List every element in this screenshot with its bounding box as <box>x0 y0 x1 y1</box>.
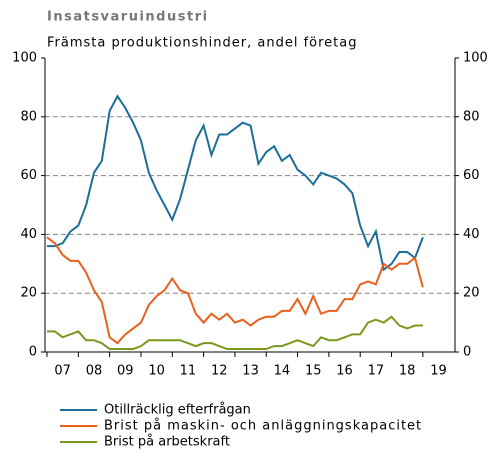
y2-tick-label: 20 <box>463 286 480 301</box>
y-tick-label: 20 <box>20 286 37 301</box>
y2-tick-label: 80 <box>463 109 480 124</box>
y-tick-label: 40 <box>20 227 37 242</box>
x-tick-label: 14 <box>274 364 291 379</box>
y-tick-label: 80 <box>20 109 37 124</box>
x-tick-label: 08 <box>86 364 103 379</box>
x-tick-label: 16 <box>336 364 353 379</box>
y2-tick-label: 100 <box>463 51 488 66</box>
y2-tick-label: 0 <box>463 345 471 360</box>
series-line <box>47 315 423 351</box>
legend-label: Brist på arbetskraft <box>104 435 230 450</box>
x-tick-label: 11 <box>180 364 197 379</box>
x-tick-label: 19 <box>430 364 447 379</box>
y2-tick-label: 40 <box>463 227 480 242</box>
x-tick-label: 18 <box>399 364 416 379</box>
series-line <box>47 94 424 272</box>
x-tick-label: 15 <box>305 364 322 379</box>
chart-subtitle: Främsta produktionshinder, andel företag <box>47 36 358 51</box>
x-tick-label: 09 <box>117 364 134 379</box>
y-tick-label: 0 <box>29 345 37 360</box>
x-tick-label: 12 <box>211 364 228 379</box>
chart-title: Insatsvaruindustri <box>47 10 209 25</box>
x-tick-label: 07 <box>54 364 71 379</box>
x-tick-label: 13 <box>242 364 259 379</box>
legend-label: Brist på maskin- och anläggningskapacite… <box>104 419 422 434</box>
y-tick-label: 60 <box>20 168 37 183</box>
legend-label: Otillräcklig efterfrågan <box>104 403 251 418</box>
x-tick-label: 17 <box>368 364 385 379</box>
y2-tick-label: 60 <box>463 168 480 183</box>
y-tick-label: 100 <box>12 51 37 66</box>
x-tick-label: 10 <box>148 364 165 379</box>
series-line <box>46 236 424 345</box>
